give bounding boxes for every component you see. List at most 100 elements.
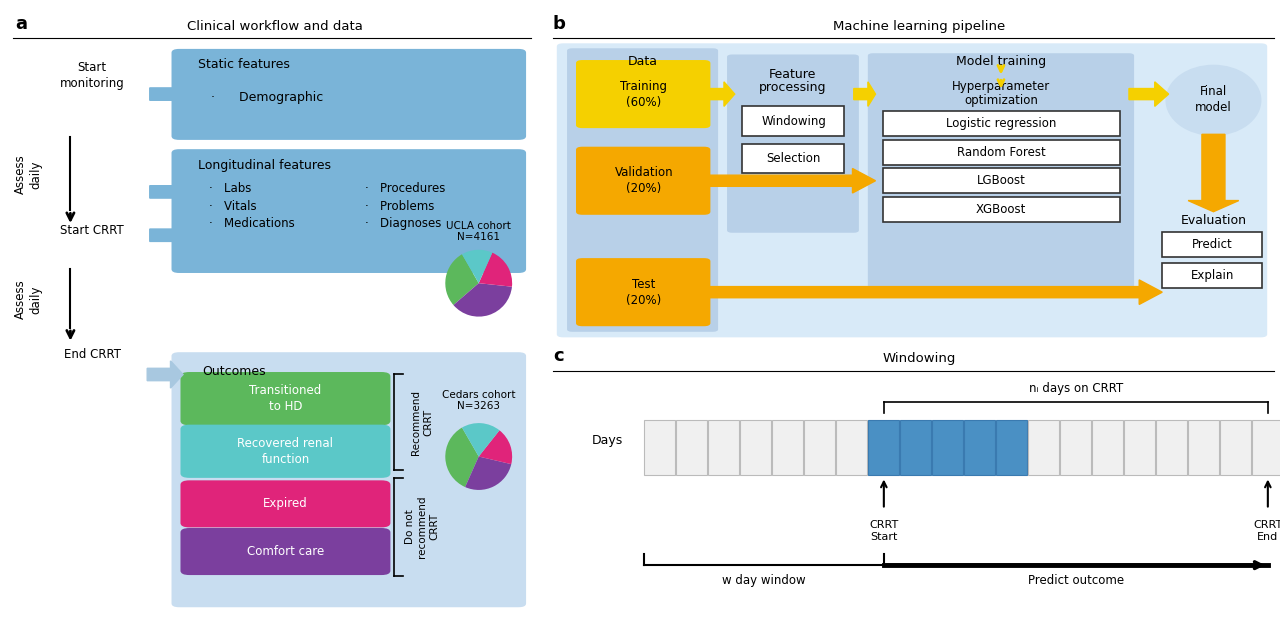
Text: Start
monitoring: Start monitoring	[60, 61, 124, 90]
Text: XGBoost: XGBoost	[975, 202, 1027, 216]
Bar	[883, 111, 1120, 136]
Bar	[804, 420, 835, 475]
Bar	[772, 420, 803, 475]
Text: Predict: Predict	[1192, 238, 1233, 251]
Text: End CRRT: End CRRT	[64, 347, 120, 361]
FancyBboxPatch shape	[180, 425, 390, 478]
Bar	[836, 420, 867, 475]
Text: Assess
daily: Assess daily	[14, 280, 42, 319]
Text: Recommend
CRRT: Recommend CRRT	[411, 389, 434, 455]
Text: Windowing: Windowing	[882, 352, 956, 365]
Text: Expired: Expired	[264, 497, 307, 511]
Bar	[1162, 263, 1262, 288]
FancyBboxPatch shape	[567, 48, 718, 332]
FancyArrow shape	[704, 168, 876, 193]
Text: ·   Medications: · Medications	[209, 217, 294, 230]
Text: N=4161: N=4161	[457, 232, 500, 242]
Text: Test
(20%): Test (20%)	[626, 278, 662, 306]
FancyBboxPatch shape	[172, 149, 526, 273]
Text: Explain: Explain	[1190, 269, 1234, 282]
Text: Static features: Static features	[198, 58, 291, 72]
FancyBboxPatch shape	[576, 147, 710, 215]
Bar	[676, 420, 707, 475]
Bar	[996, 420, 1027, 475]
Text: UCLA cohort: UCLA cohort	[447, 221, 511, 231]
Text: Machine learning pipeline: Machine learning pipeline	[833, 20, 1005, 33]
Bar	[883, 140, 1120, 165]
Bar	[964, 420, 995, 475]
Text: Days: Days	[591, 434, 622, 448]
Bar	[1220, 420, 1251, 475]
Bar	[1188, 420, 1219, 475]
Bar	[1252, 420, 1280, 475]
Bar	[1156, 420, 1187, 475]
Text: ·   Procedures: · Procedures	[365, 182, 445, 196]
Text: ·   Labs: · Labs	[209, 182, 251, 196]
Text: Start CRRT: Start CRRT	[60, 223, 124, 237]
Text: Final
model: Final model	[1196, 85, 1231, 113]
Text: Evaluation: Evaluation	[1180, 214, 1247, 228]
Text: ·   Diagnoses: · Diagnoses	[365, 217, 442, 230]
Text: processing: processing	[759, 81, 826, 95]
Wedge shape	[462, 423, 499, 457]
Text: Comfort care: Comfort care	[247, 545, 324, 558]
Text: ·      Demographic: · Demographic	[211, 90, 324, 104]
Text: N=3263: N=3263	[457, 401, 500, 411]
Text: Outcomes: Outcomes	[202, 365, 266, 378]
Ellipse shape	[1166, 65, 1262, 136]
Wedge shape	[445, 428, 479, 487]
Text: CRRT
Start: CRRT Start	[869, 520, 899, 542]
Bar	[644, 420, 675, 475]
Bar	[740, 420, 771, 475]
Bar	[1124, 420, 1155, 475]
FancyBboxPatch shape	[576, 60, 710, 128]
Text: ·   Vitals: · Vitals	[209, 199, 256, 213]
FancyArrow shape	[150, 178, 186, 206]
Text: Clinical workflow and data: Clinical workflow and data	[187, 20, 364, 33]
FancyArrow shape	[704, 280, 1162, 305]
Text: Feature: Feature	[768, 67, 817, 81]
Text: Predict outcome: Predict outcome	[1028, 574, 1124, 587]
Text: optimization: optimization	[964, 93, 1038, 107]
Text: Windowing: Windowing	[762, 115, 826, 128]
Text: Recovered renal
function: Recovered renal function	[238, 437, 333, 465]
Text: Selection: Selection	[767, 152, 820, 165]
FancyArrow shape	[704, 82, 735, 106]
FancyBboxPatch shape	[180, 372, 390, 425]
Bar	[708, 420, 739, 475]
Wedge shape	[465, 457, 511, 490]
FancyBboxPatch shape	[180, 480, 390, 527]
Text: Transitioned
to HD: Transitioned to HD	[250, 384, 321, 413]
Text: Random Forest: Random Forest	[956, 145, 1046, 159]
Bar	[883, 168, 1120, 193]
Wedge shape	[445, 254, 479, 305]
FancyBboxPatch shape	[172, 352, 526, 607]
Text: Longitudinal features: Longitudinal features	[198, 158, 332, 172]
FancyArrow shape	[150, 222, 186, 249]
Text: LGBoost: LGBoost	[977, 174, 1025, 188]
Text: ·   Problems: · Problems	[365, 199, 434, 213]
Text: a: a	[15, 15, 27, 33]
Bar	[883, 197, 1120, 222]
FancyArrow shape	[854, 82, 876, 106]
Bar	[1060, 420, 1091, 475]
FancyBboxPatch shape	[172, 49, 526, 140]
Bar	[742, 144, 844, 173]
Text: Training
(60%): Training (60%)	[621, 80, 667, 108]
Wedge shape	[462, 250, 493, 283]
Text: c: c	[553, 347, 563, 365]
Text: Validation
(20%): Validation (20%)	[614, 167, 673, 195]
Text: Data: Data	[627, 55, 658, 69]
FancyArrow shape	[147, 361, 183, 388]
Text: Do not
recommend
CRRT: Do not recommend CRRT	[404, 496, 440, 558]
Bar	[742, 106, 844, 136]
Text: Logistic regression: Logistic regression	[946, 117, 1056, 131]
Text: b: b	[553, 15, 566, 33]
Text: Cedars cohort: Cedars cohort	[442, 390, 516, 400]
FancyBboxPatch shape	[727, 54, 859, 233]
Wedge shape	[479, 430, 512, 464]
Wedge shape	[479, 253, 512, 287]
FancyArrow shape	[1188, 134, 1239, 212]
Text: Assess
daily: Assess daily	[14, 155, 42, 194]
Bar	[1092, 420, 1123, 475]
